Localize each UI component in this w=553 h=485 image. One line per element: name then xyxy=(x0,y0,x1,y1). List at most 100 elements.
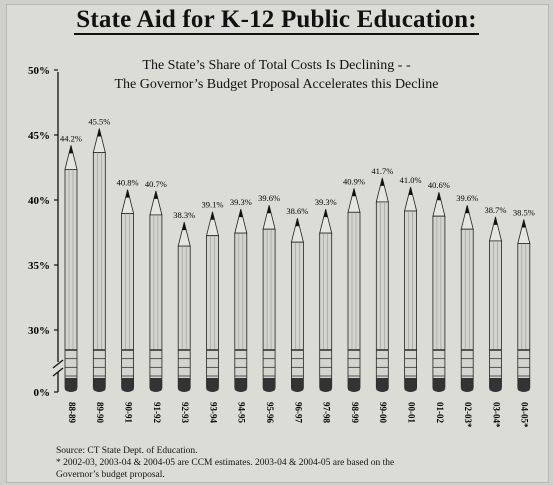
pencil-eraser xyxy=(121,378,134,392)
pencil-tip xyxy=(436,192,441,201)
pencil-eraser xyxy=(376,378,389,392)
pencil-body xyxy=(375,201,389,389)
pencil-eraser xyxy=(404,378,417,392)
value-label: 39.6% xyxy=(456,193,478,203)
pencil-body xyxy=(290,241,304,389)
x-tick-label: 92-93 xyxy=(180,402,190,423)
pencil-bar: 38.3% 92-93 xyxy=(173,210,195,423)
pencil-eraser xyxy=(65,378,77,392)
pencil-eraser xyxy=(263,378,276,392)
pencil-eraser xyxy=(93,378,106,392)
pencil-bar: 45.5% 89-90 xyxy=(88,117,110,424)
pencil-body xyxy=(347,211,361,389)
y-tick-label: 35% xyxy=(28,260,50,272)
pencil-tip xyxy=(465,205,470,214)
pencil-bar: 38.6% 96-97 xyxy=(286,206,308,423)
pencil-body xyxy=(149,214,163,389)
pencil-tip xyxy=(323,209,328,218)
pencil-tip xyxy=(182,222,187,231)
y-tick-label: 40% xyxy=(28,195,50,207)
pencil-bar: 40.8% 90-91 xyxy=(117,178,139,424)
estimate-note: * 2002-03, 2003-04 & 2004-05 are CCM est… xyxy=(56,458,395,468)
x-tick-label: 90-91 xyxy=(124,402,134,423)
pencil-tip xyxy=(153,190,158,199)
y-tick-label: 50% xyxy=(28,65,50,77)
value-label: 38.7% xyxy=(485,205,507,215)
source-note: Source: CT State Dept. of Education. xyxy=(56,446,198,456)
value-label: 39.6% xyxy=(258,193,280,203)
pencil-body xyxy=(404,210,418,389)
pencil-bar: 41.7% 99-00 xyxy=(371,166,393,424)
axis-break-mark xyxy=(52,367,64,377)
pencil-tip xyxy=(295,218,300,227)
pencil-bar: 40.7% 91-92 xyxy=(145,179,167,424)
value-label: 39.3% xyxy=(315,197,337,207)
y-tick-label: 0% xyxy=(34,387,51,399)
x-tick-label: 03-04* xyxy=(491,402,501,428)
pencil-bar: 39.3% 97-98 xyxy=(315,197,337,423)
value-label: 40.9% xyxy=(343,176,365,186)
pencil-bar: 40.9% 98-99 xyxy=(343,176,365,423)
x-tick-label: 97-98 xyxy=(322,402,332,423)
pencil-body xyxy=(517,243,531,389)
value-label: 44.2% xyxy=(60,133,82,143)
pencil-eraser xyxy=(178,378,191,392)
pencil-tip xyxy=(238,209,243,218)
value-label: 45.5% xyxy=(88,117,110,127)
pencil-tip xyxy=(408,187,413,195)
pencil-tip xyxy=(493,216,498,225)
pencil-bar: 39.1% 93-94 xyxy=(202,200,224,424)
pencil-tip xyxy=(521,219,526,228)
pencil-eraser xyxy=(461,378,474,392)
pencil-body xyxy=(121,213,134,389)
x-tick-label: 93-94 xyxy=(208,402,218,423)
axis-break-mark xyxy=(52,359,64,369)
pencil-body xyxy=(234,232,248,389)
value-label: 40.8% xyxy=(117,178,139,188)
x-tick-label: 95-96 xyxy=(265,402,275,423)
pencil-bar: 41.0% 00-01 xyxy=(400,175,422,423)
pencil-bar: 38.5% 04-05* xyxy=(513,208,535,428)
pencil-tip xyxy=(380,177,385,186)
pencil-eraser xyxy=(319,378,332,392)
x-tick-label: 01-02 xyxy=(435,402,445,423)
pencil-body xyxy=(206,235,219,389)
value-label: 41.7% xyxy=(371,166,393,176)
pencil-tip xyxy=(351,188,357,197)
chart-subtitle-line-1: The State’s Share of Total Costs Is Decl… xyxy=(142,58,411,73)
pencil-eraser xyxy=(489,378,502,392)
pencil-tip xyxy=(68,145,74,154)
pencil-bar: 39.3% 94-95 xyxy=(230,197,252,423)
pencil-body xyxy=(432,215,446,389)
pencil-eraser xyxy=(291,378,304,392)
pencil-body xyxy=(489,240,502,389)
x-tick-label: 88-89 xyxy=(67,402,77,423)
value-label: 40.7% xyxy=(145,179,167,189)
value-label: 38.3% xyxy=(173,210,195,220)
pencil-tip xyxy=(210,211,215,220)
pencil-body xyxy=(92,152,106,389)
pencil-bar: 44.2% 88-89 xyxy=(60,133,82,423)
x-tick-label: 99-00 xyxy=(378,402,388,423)
page-title: State Aid for K-12 Public Education: xyxy=(74,6,479,35)
value-label: 39.1% xyxy=(202,200,224,210)
x-tick-label: 96-97 xyxy=(293,402,303,423)
value-label: 38.5% xyxy=(513,208,535,218)
x-tick-label: 02-03* xyxy=(463,402,473,428)
x-tick-label: 89-90 xyxy=(95,402,105,423)
pencil-tip xyxy=(125,189,130,198)
pencil-eraser xyxy=(348,378,360,392)
x-tick-label: 00-01 xyxy=(407,402,417,423)
x-tick-label: 94-95 xyxy=(237,402,247,423)
x-tick-label: 98-99 xyxy=(350,402,360,423)
pencil-bar: 39.6% 02-03* xyxy=(456,193,478,428)
value-label: 38.6% xyxy=(286,206,308,216)
value-label: 39.3% xyxy=(230,197,252,207)
x-tick-label: 04-05* xyxy=(520,402,530,428)
pencil-bar: 40.6% 01-02 xyxy=(428,180,450,423)
pencil-body xyxy=(177,245,191,389)
y-tick-label: 30% xyxy=(28,325,50,337)
value-label: 40.6% xyxy=(428,180,450,190)
